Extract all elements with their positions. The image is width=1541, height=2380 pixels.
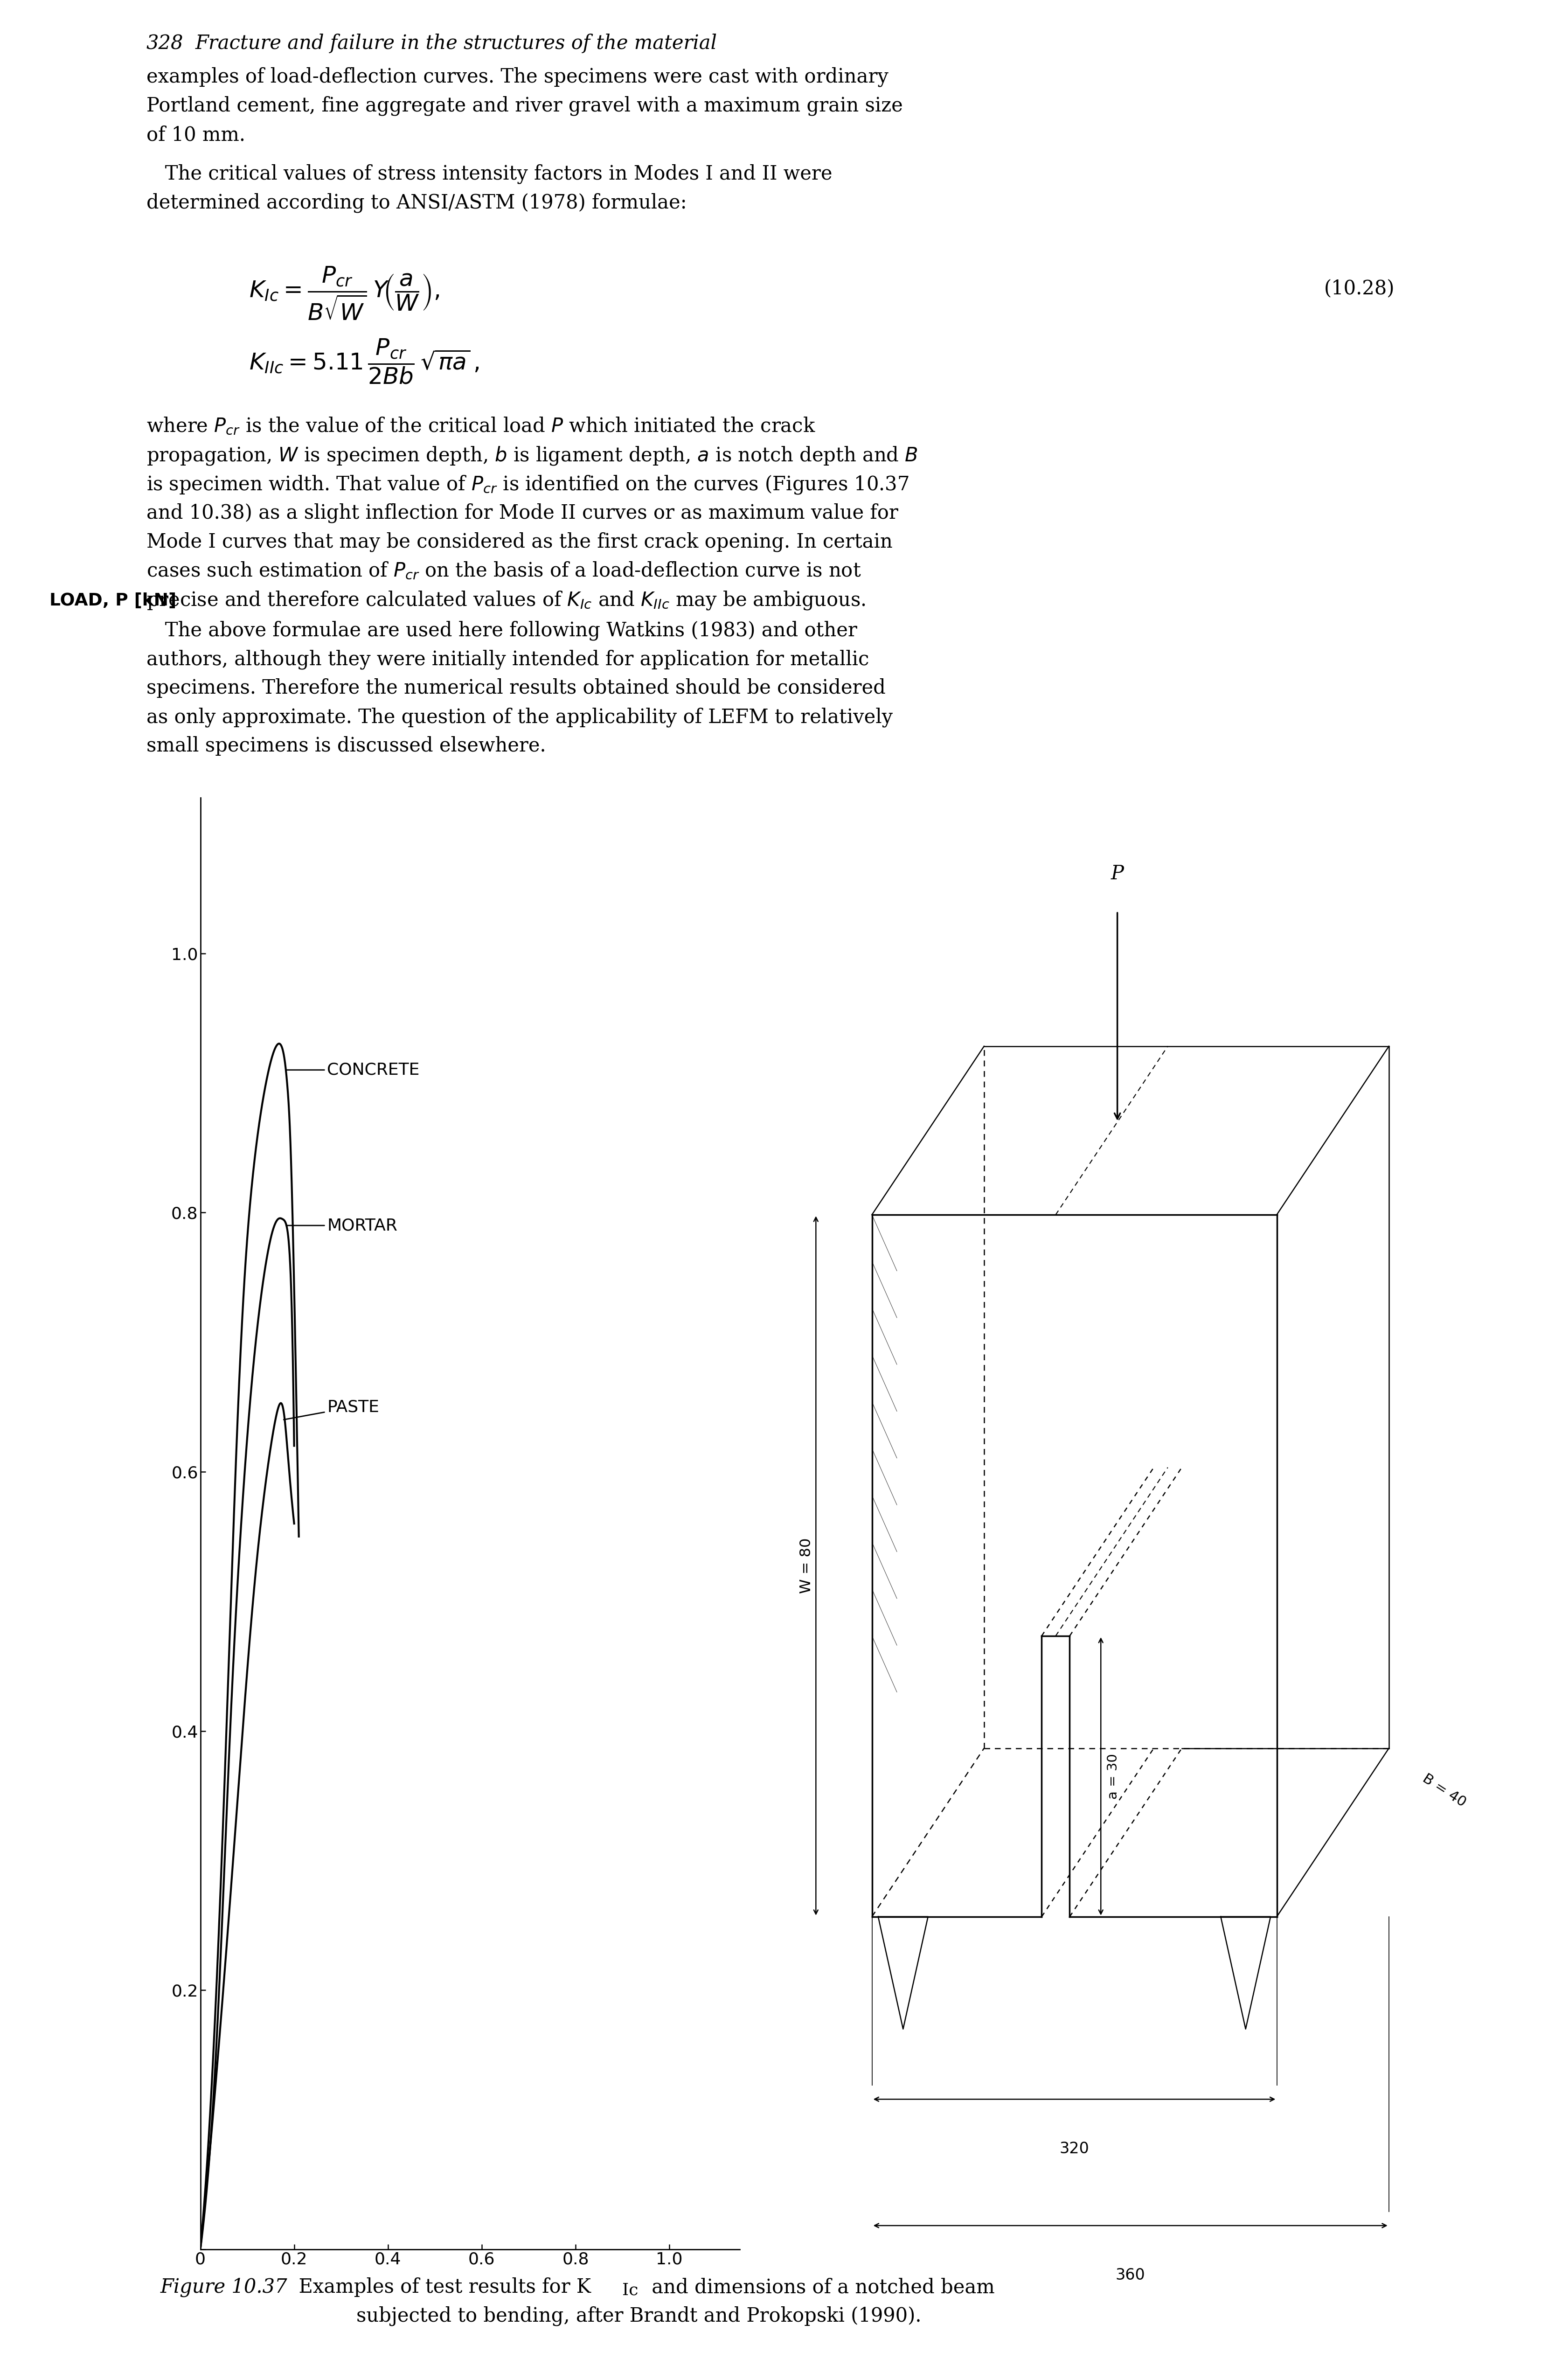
Text: 360: 360: [1116, 2268, 1145, 2282]
Text: a = 30: a = 30: [1106, 1754, 1120, 1799]
Text: small specimens is discussed elsewhere.: small specimens is discussed elsewhere.: [146, 735, 546, 757]
Text: P: P: [1111, 864, 1123, 883]
Text: subjected to bending, after Brandt and Prokopski (1990).: subjected to bending, after Brandt and P…: [356, 2306, 922, 2325]
Text: 320: 320: [1060, 2142, 1089, 2156]
Text: authors, although they were initially intended for application for metallic: authors, although they were initially in…: [146, 650, 869, 669]
Text: CONCRETE: CONCRETE: [287, 1061, 419, 1078]
Text: and 10.38) as a slight inflection for Mode II curves or as maximum value for: and 10.38) as a slight inflection for Mo…: [146, 502, 898, 524]
Text: The critical values of stress intensity factors in Modes I and II were: The critical values of stress intensity …: [146, 164, 832, 183]
Text: 328: 328: [146, 33, 183, 52]
Text: Portland cement, fine aggregate and river gravel with a maximum grain size: Portland cement, fine aggregate and rive…: [146, 95, 903, 117]
Text: Mode I curves that may be considered as the first crack opening. In certain: Mode I curves that may be considered as …: [146, 533, 892, 552]
Text: and dimensions of a notched beam: and dimensions of a notched beam: [646, 2278, 994, 2297]
Text: LOAD, P [kN]: LOAD, P [kN]: [49, 593, 176, 609]
Text: examples of load-deflection curves. The specimens were cast with ordinary: examples of load-deflection curves. The …: [146, 67, 888, 88]
Text: PASTE: PASTE: [284, 1399, 379, 1418]
Text: Ic: Ic: [623, 2282, 638, 2299]
Text: cases such estimation of $P_{cr}$ on the basis of a load-deflection curve is not: cases such estimation of $P_{cr}$ on the…: [146, 562, 861, 581]
Text: of 10 mm.: of 10 mm.: [146, 126, 245, 145]
Text: where $P_{cr}$ is the value of the critical load $P$ which initiated the crack: where $P_{cr}$ is the value of the criti…: [146, 416, 815, 436]
Text: W = 80: W = 80: [800, 1537, 814, 1595]
Text: Figure 10.37: Figure 10.37: [160, 2278, 288, 2297]
Text: The above formulae are used here following Watkins (1983) and other: The above formulae are used here followi…: [146, 621, 857, 640]
Text: is specimen width. That value of $P_{cr}$ is identified on the curves (Figures 1: is specimen width. That value of $P_{cr}…: [146, 474, 909, 495]
Text: B = 40: B = 40: [1421, 1771, 1469, 1809]
Text: as only approximate. The question of the applicability of LEFM to relatively: as only approximate. The question of the…: [146, 707, 892, 728]
Text: $K_{Ic} = \dfrac{P_{cr}}{B\sqrt{W}}\,Y\!\left(\dfrac{a}{W}\right),$: $K_{Ic} = \dfrac{P_{cr}}{B\sqrt{W}}\,Y\!…: [250, 264, 439, 321]
Text: propagation, $W$ is specimen depth, $b$ is ligament depth, $a$ is notch depth an: propagation, $W$ is specimen depth, $b$ …: [146, 445, 918, 466]
Text: specimens. Therefore the numerical results obtained should be considered: specimens. Therefore the numerical resul…: [146, 678, 886, 697]
Text: Fracture and failure in the structures of the material: Fracture and failure in the structures o…: [196, 33, 717, 52]
Text: $K_{IIc} = 5.11\,\dfrac{P_{cr}}{2Bb}\,\sqrt{\pi a}\,,$: $K_{IIc} = 5.11\,\dfrac{P_{cr}}{2Bb}\,\s…: [250, 338, 479, 386]
Text: MORTAR: MORTAR: [287, 1219, 398, 1233]
Text: determined according to ANSI/ASTM (1978) formulae:: determined according to ANSI/ASTM (1978)…: [146, 193, 687, 212]
Text: precise and therefore calculated values of $K_{Ic}$ and $K_{IIc}$ may be ambiguo: precise and therefore calculated values …: [146, 590, 866, 612]
Text: (10.28): (10.28): [1324, 278, 1395, 300]
Text: Examples of test results for K: Examples of test results for K: [287, 2278, 590, 2297]
